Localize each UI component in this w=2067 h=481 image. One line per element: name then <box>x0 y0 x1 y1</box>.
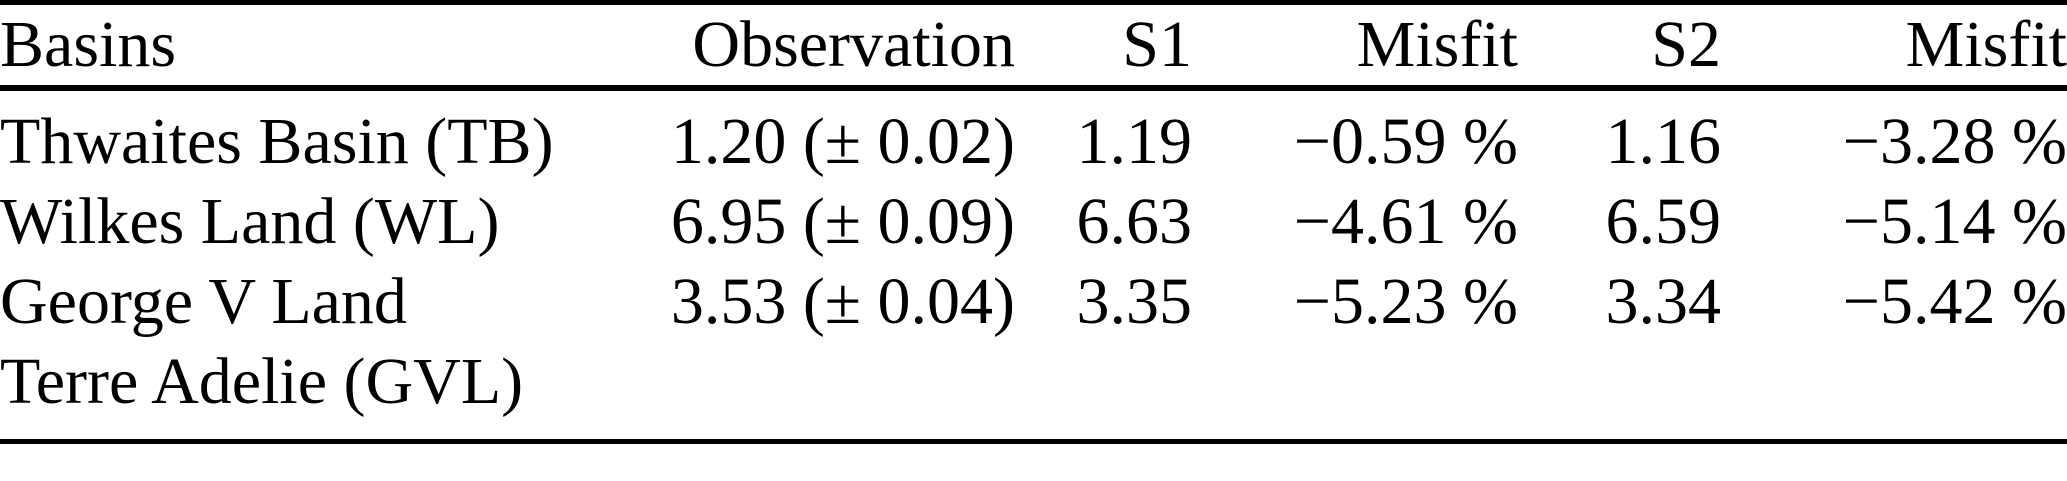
observation-cell: 1.20 (± 0.02) <box>670 105 1015 178</box>
s1-misfit-cell: −4.61 % <box>1293 185 1518 258</box>
s2-cell: 3.34 <box>1605 265 1722 338</box>
s1-cell: 6.63 <box>1076 185 1193 258</box>
s2-misfit-cell: −5.14 % <box>1842 185 2067 258</box>
basin-cell: Thwaites Basin (TB) <box>0 105 554 178</box>
s2-misfit-cell: −3.28 % <box>1842 105 2067 178</box>
basin-line-2: Terre Adelie (GVL) <box>0 345 524 418</box>
header-row: Basins Observation S1 Misfit S2 Misfit <box>0 3 2067 88</box>
column-header-s1: S1 <box>1122 8 1192 81</box>
column-header-misfit-s2: Misfit <box>1905 8 2067 81</box>
s1-cell: 3.35 <box>1076 265 1193 338</box>
table-row-wilkes: Wilkes Land (WL) 6.95 (± 0.09) 6.63 −4.6… <box>0 182 2067 262</box>
results-table: Basins Observation S1 Misfit S2 Misfit T… <box>0 0 2067 444</box>
observation-cell: 6.95 (± 0.09) <box>670 185 1015 258</box>
table-row-thwaites: Thwaites Basin (TB) 1.20 (± 0.02) 1.19 −… <box>0 88 2067 182</box>
s2-cell: 1.16 <box>1605 105 1722 178</box>
basin-line-1: George V Land <box>0 265 407 338</box>
column-header-basins: Basins <box>0 8 177 81</box>
basin-cell: Wilkes Land (WL) <box>0 185 500 258</box>
basin-cell: George V Land Terre Adelie (GVL) <box>0 262 600 442</box>
observation-cell: 3.53 (± 0.04) <box>670 265 1015 338</box>
s1-cell: 1.19 <box>1076 105 1193 178</box>
table-row-gvl: George V Land Terre Adelie (GVL) 3.53 (±… <box>0 262 2067 442</box>
column-header-observation: Observation <box>692 8 1015 81</box>
column-header-misfit-s1: Misfit <box>1356 8 1518 81</box>
column-header-s2: S2 <box>1651 8 1721 81</box>
s1-misfit-cell: −5.23 % <box>1293 265 1518 338</box>
s1-misfit-cell: −0.59 % <box>1293 105 1518 178</box>
s2-cell: 6.59 <box>1605 185 1722 258</box>
s2-misfit-cell: −5.42 % <box>1842 265 2067 338</box>
